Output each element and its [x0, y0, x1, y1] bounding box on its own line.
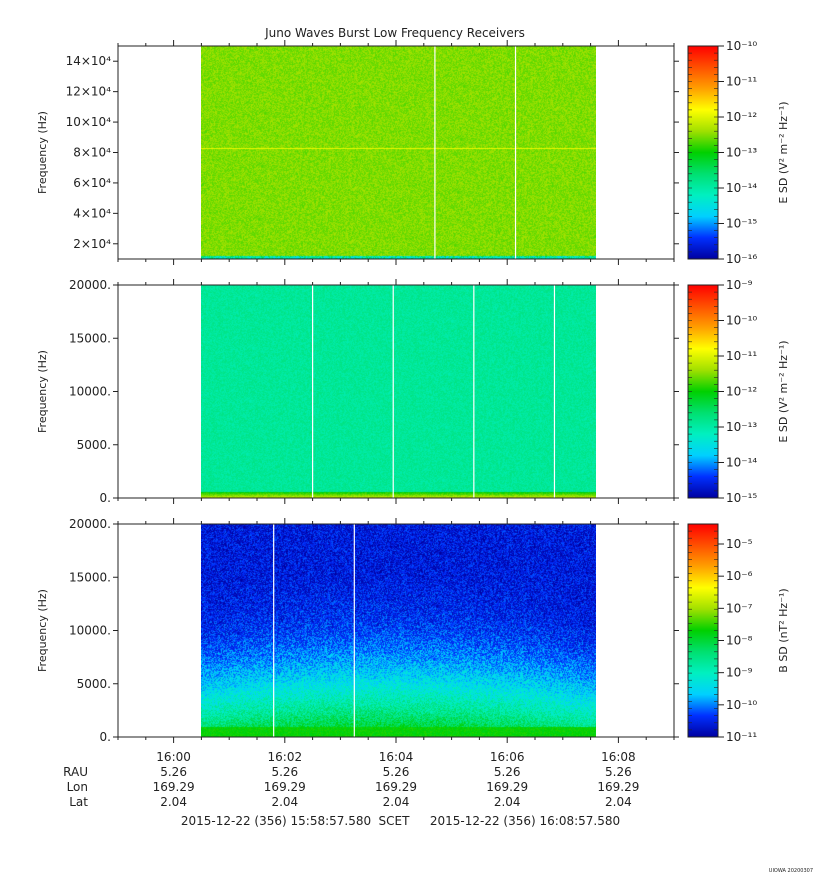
y-tick-label: 10000. — [69, 624, 111, 638]
colorbar-tick-label: 10⁻⁹ — [726, 278, 753, 292]
ephemeris-value: 2.04 — [494, 795, 521, 809]
x-tick-label: 16:00 — [156, 750, 191, 764]
colorbar-tick-label: 10⁻¹⁰ — [726, 698, 757, 712]
ephemeris-value: 2.04 — [383, 795, 410, 809]
y-tick-label: 8×10⁴ — [73, 146, 111, 160]
x-tick-label: 16:06 — [490, 750, 525, 764]
ephemeris-value: 169.29 — [375, 780, 417, 794]
colorbar-tick-label: 10⁻¹⁶ — [726, 252, 757, 266]
y-tick-label: 10000. — [69, 385, 111, 399]
y-tick-label: 5000. — [77, 438, 111, 452]
y-tick-label: 15000. — [69, 570, 111, 584]
ephemeris-value: 2.04 — [160, 795, 187, 809]
ephemeris-value: 5.26 — [160, 765, 187, 779]
ephemeris-value: 2.04 — [271, 795, 298, 809]
colorbar-tick-label: 10⁻⁹ — [726, 666, 753, 680]
colorbar-tick-label: 10⁻¹² — [726, 385, 757, 399]
scet-label: SCET — [379, 814, 411, 828]
colorbar — [687, 45, 719, 260]
y-axis-label: Frequency (Hz) — [36, 589, 49, 672]
y-tick-label: 15000. — [69, 331, 111, 345]
panel-3: 0. 5000. 10000. 15000. 20000. Frequency (Hz) 1… — [36, 517, 790, 744]
y-tick-label: 14×10⁴ — [66, 54, 112, 68]
colorbar-tick-label: 10⁻⁵ — [726, 537, 753, 551]
colorbar-tick-label: 10⁻¹³ — [726, 146, 757, 160]
y-tick-label: 20000. — [69, 278, 111, 292]
colorbar-tick-label: 10⁻¹¹ — [726, 730, 757, 744]
y-tick-label: 10×10⁴ — [66, 115, 112, 129]
colorbar — [687, 523, 719, 738]
chart-title: Juno Waves Burst Low Frequency Receivers — [264, 26, 525, 40]
ephemeris-value: 5.26 — [271, 765, 298, 779]
start-time: 2015-12-22 (356) 15:58:57.580 — [181, 814, 371, 828]
colorbar-tick-label: 10⁻¹² — [726, 110, 757, 124]
y-tick-label: 6×10⁴ — [73, 176, 111, 190]
y-tick-label: 0. — [100, 491, 111, 505]
colorbar-tick-label: 10⁻¹¹ — [726, 349, 757, 363]
colorbar-tick-label: 10⁻¹⁵ — [726, 217, 757, 231]
ephemeris-value: 169.29 — [597, 780, 639, 794]
colorbar-tick-label: 10⁻¹³ — [726, 420, 757, 434]
panel-2: 0. 5000. 10000. 15000. 20000. Frequency (Hz) 1… — [36, 278, 790, 505]
y-tick-label: 5000. — [77, 677, 111, 691]
colorbar-tick-label: 10⁻¹⁰ — [726, 39, 757, 53]
ephemeris-value: 169.29 — [486, 780, 528, 794]
colorbar-tick-label: 10⁻¹⁴ — [726, 456, 757, 470]
spectrogram-image — [201, 285, 596, 498]
footer-label: UIOWA 20200307 — [769, 868, 813, 874]
y-tick-label: 20000. — [69, 517, 111, 531]
y-axis-label: Frequency (Hz) — [36, 111, 49, 194]
colorbar-tick-label: 10⁻¹⁰ — [726, 314, 757, 328]
panel-1: 2×10⁴ 4×10⁴ 6×10⁴ 8×10⁴ 10×10⁴ 12×10⁴ 14×10⁴ Fr… — [36, 39, 790, 266]
colorbar-tick-label: 10⁻¹⁵ — [726, 491, 757, 505]
y-tick-label: 4×10⁴ — [73, 206, 111, 220]
ephemeris-value: 2.04 — [605, 795, 632, 809]
panels: 2×10⁴ 4×10⁴ 6×10⁴ 8×10⁴ 10×10⁴ 12×10⁴ 14×10⁴ Fr… — [36, 39, 790, 744]
end-time: 2015-12-22 (356) 16:08:57.580 — [430, 814, 620, 828]
colorbar-tick-label: 10⁻¹⁴ — [726, 181, 757, 195]
colorbar-label: E SD (V² m⁻² Hz⁻¹) — [777, 101, 790, 203]
ephemeris-row-label: Lat — [69, 795, 88, 809]
colorbar-tick-label: 10⁻⁸ — [726, 634, 753, 648]
ephemeris-row-label: RAU — [63, 765, 88, 779]
colorbar-tick-label: 10⁻¹¹ — [726, 75, 757, 89]
y-tick-label: 12×10⁴ — [66, 85, 112, 99]
ephemeris-value: 5.26 — [383, 765, 410, 779]
colorbar — [687, 284, 719, 499]
x-tick-label: 16:04 — [379, 750, 414, 764]
y-axis-label: Frequency (Hz) — [36, 350, 49, 433]
ephemeris-value: 5.26 — [605, 765, 632, 779]
colorbar-label: B SD (nT² Hz⁻¹) — [777, 588, 790, 672]
y-tick-label: 0. — [100, 730, 111, 744]
colorbar-label: E SD (V² m⁻² Hz⁻¹) — [777, 340, 790, 442]
x-tick-label: 16:08 — [601, 750, 636, 764]
ephemeris-value: 169.29 — [264, 780, 306, 794]
spectrogram-image — [201, 524, 596, 737]
x-axis: 16:00 16:02 16:04 16:06 16:08 RAU 5.26 5.26 5.26… — [63, 750, 639, 828]
spectrogram-image — [201, 46, 596, 259]
x-tick-label: 16:02 — [268, 750, 303, 764]
ephemeris-value: 169.29 — [153, 780, 195, 794]
ephemeris-row-label: Lon — [67, 780, 88, 794]
colorbar-tick-label: 10⁻⁶ — [726, 569, 753, 583]
ephemeris-value: 5.26 — [494, 765, 521, 779]
y-tick-label: 2×10⁴ — [73, 237, 111, 251]
colorbar-tick-label: 10⁻⁷ — [726, 601, 753, 615]
